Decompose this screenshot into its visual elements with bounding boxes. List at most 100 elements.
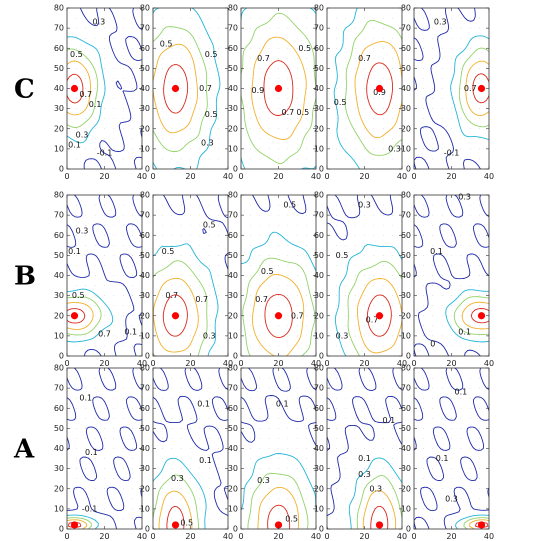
grid-dots bbox=[162, 377, 219, 520]
y-tick-label: 30 bbox=[314, 464, 324, 473]
grid-dots bbox=[336, 377, 393, 520]
contour-level-0-1 bbox=[67, 368, 142, 529]
contour-level-0-1 bbox=[162, 195, 228, 270]
contour-label: 0.1 bbox=[458, 327, 471, 336]
contour-label: 0.7 bbox=[79, 90, 92, 99]
x-tick-label: 40 bbox=[484, 172, 494, 181]
panel-C-4: 0.7 0.5 0.9 0.3 0 10 20 30 40 50 60 70 80 0 20 40 bbox=[314, 4, 407, 182]
contour-label: 0.7 bbox=[98, 329, 111, 338]
y-tick-label: 40 bbox=[401, 84, 411, 93]
contour-label: 0.3 bbox=[336, 331, 349, 340]
y-tick-label: 10 bbox=[54, 331, 64, 340]
x-tick-label: 20 bbox=[359, 532, 369, 541]
y-tick-label: 0 bbox=[59, 525, 64, 534]
contour-lines bbox=[241, 8, 316, 169]
contour-label: 0.1 bbox=[68, 140, 81, 149]
x-tick-label: 0 bbox=[150, 359, 155, 368]
x-tick-label: 20 bbox=[185, 172, 195, 181]
y-tick-label: 20 bbox=[314, 311, 324, 320]
source-marker bbox=[477, 84, 486, 93]
y-tick-label: 60 bbox=[140, 231, 150, 240]
y-tick-label: 0 bbox=[319, 352, 324, 361]
y-tick-label: 10 bbox=[314, 331, 324, 340]
contour-level-0-9 bbox=[366, 294, 392, 337]
y-tick-label: 40 bbox=[140, 271, 150, 280]
y-tick-label: 0 bbox=[233, 525, 238, 534]
x-tick-label: 20 bbox=[446, 532, 456, 541]
contour-lines bbox=[67, 8, 142, 169]
contour-level-0-9 bbox=[264, 293, 293, 339]
contour-label: 0.3 bbox=[388, 144, 401, 153]
contour-label: 0.3 bbox=[445, 494, 458, 503]
contour-level-0-3 bbox=[67, 514, 99, 529]
y-tick-label: 0 bbox=[406, 165, 411, 174]
contour-label: 0.3 bbox=[93, 18, 106, 27]
contour-label: 0.3 bbox=[171, 474, 184, 483]
y-tick-label: 50 bbox=[140, 251, 150, 260]
contour-label: -0.1 bbox=[444, 148, 460, 157]
y-tick-label: 70 bbox=[314, 384, 324, 393]
y-tick-label: 10 bbox=[140, 331, 150, 340]
y-tick-label: 50 bbox=[228, 251, 238, 260]
y-tick-label: 30 bbox=[228, 464, 238, 473]
x-tick-label: 0 bbox=[238, 359, 243, 368]
y-tick-label: 20 bbox=[401, 484, 411, 493]
y-tick-label: 40 bbox=[140, 444, 150, 453]
contour-level-0-3 bbox=[67, 36, 106, 144]
contour-level-0-3 bbox=[334, 244, 402, 356]
contour-label: 0.1 bbox=[197, 400, 210, 409]
y-tick-label: 60 bbox=[314, 231, 324, 240]
x-tick-label: 20 bbox=[273, 532, 283, 541]
y-tick-label: 0 bbox=[319, 165, 324, 174]
x-tick-label: 40 bbox=[484, 532, 494, 541]
x-tick-label: 0 bbox=[324, 532, 329, 541]
y-tick-label: 80 bbox=[54, 191, 64, 200]
contour-label: 0.5 bbox=[336, 251, 349, 260]
contour-label: 0.1 bbox=[124, 327, 137, 336]
x-tick-label: 20 bbox=[185, 532, 195, 541]
contour-label: 0.3 bbox=[203, 331, 216, 340]
contour-label: 0.5 bbox=[205, 50, 218, 59]
contour-label: 0.1 bbox=[358, 454, 371, 463]
y-tick-label: 30 bbox=[140, 464, 150, 473]
x-tick-label: 0 bbox=[324, 359, 329, 368]
contour-label: 0.1 bbox=[455, 388, 468, 397]
contour-level-0-1 bbox=[153, 368, 228, 517]
grid-dots bbox=[76, 17, 133, 160]
grid-dots bbox=[250, 377, 307, 520]
contour-level-0-3 bbox=[67, 288, 114, 343]
contour-label: 0.5 bbox=[297, 108, 310, 117]
y-tick-label: 70 bbox=[401, 24, 411, 33]
x-tick-label: 20 bbox=[185, 359, 195, 368]
contour-level-0-9 bbox=[162, 294, 188, 337]
contour-level-0-3 bbox=[153, 243, 219, 356]
y-tick-label: 20 bbox=[314, 124, 324, 133]
y-tick-label: 40 bbox=[401, 271, 411, 280]
x-tick-label: 40 bbox=[311, 359, 321, 368]
contour-lines bbox=[153, 368, 228, 529]
y-tick-label: 50 bbox=[401, 251, 411, 260]
contour-level-0-9 bbox=[263, 60, 294, 116]
y-tick-label: 70 bbox=[54, 384, 64, 393]
y-tick-label: 80 bbox=[401, 4, 411, 13]
grid-dots bbox=[76, 377, 133, 520]
y-tick-label: 60 bbox=[314, 44, 324, 53]
contour-label: 0.5 bbox=[203, 221, 216, 230]
y-tick-label: 30 bbox=[314, 104, 324, 113]
x-tick-label: 0 bbox=[150, 172, 155, 181]
contour-label: 0.5 bbox=[205, 110, 218, 119]
contour-label: 0 bbox=[430, 339, 435, 348]
contour-label: 0.3 bbox=[458, 193, 471, 202]
contour-level-0-1 bbox=[241, 368, 316, 446]
contour-level-0-5 bbox=[347, 260, 402, 356]
x-tick-label: 40 bbox=[137, 172, 147, 181]
contour-label: 0.5 bbox=[285, 514, 298, 523]
y-tick-label: 70 bbox=[228, 24, 238, 33]
contour-lines bbox=[153, 8, 221, 169]
contour-level-0-1 bbox=[414, 8, 481, 169]
contour-label: 0.7 bbox=[366, 315, 379, 324]
y-tick-label: 0 bbox=[233, 352, 238, 361]
contour-label: 0.3 bbox=[257, 476, 270, 485]
contour-label: 0.1 bbox=[276, 400, 289, 409]
